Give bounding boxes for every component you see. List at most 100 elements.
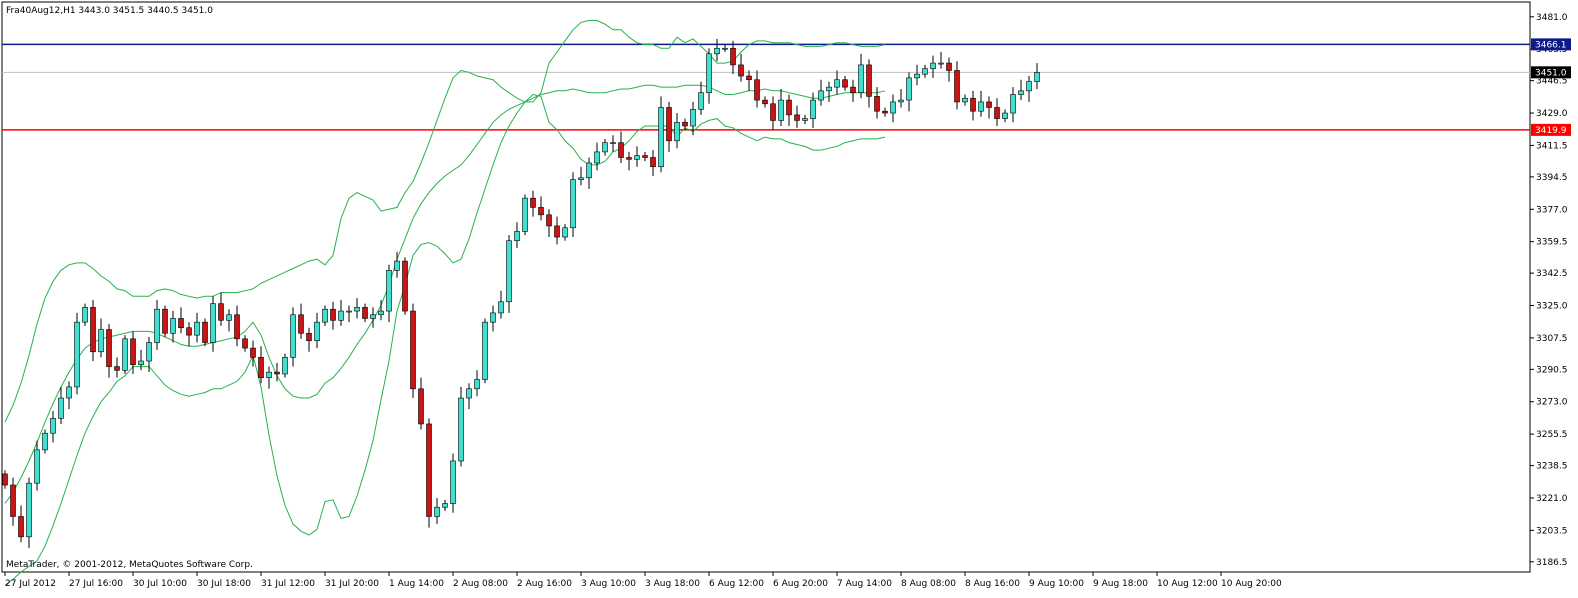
candle-body: [962, 97, 968, 103]
candle-body: [498, 301, 504, 314]
y-tick-label: 3359.5: [1536, 238, 1568, 248]
candle-body: [930, 62, 936, 69]
candle-body: [138, 360, 144, 366]
candle-body: [738, 64, 744, 77]
price-axis: 3481.03463.53446.53429.03411.53394.53377…: [1530, 13, 1568, 568]
candle-body: [218, 303, 224, 321]
horizontal-levels: [2, 43, 1530, 131]
candle-body: [506, 240, 512, 303]
level-tag-label: 3451.0: [1535, 68, 1567, 78]
candle-body: [834, 79, 840, 88]
bollinger-bands: [4, 20, 886, 586]
x-tick-label: 30 Jul 10:00: [133, 579, 187, 589]
y-tick-label: 3307.5: [1536, 334, 1568, 344]
candle-body: [34, 449, 40, 484]
candle-body: [266, 371, 272, 378]
candle-body: [90, 307, 96, 353]
candle-body: [938, 62, 944, 65]
candle-body: [258, 357, 264, 378]
candle-body: [338, 310, 344, 321]
x-tick-label: 9 Aug 10:00: [1029, 579, 1084, 589]
y-tick-label: 3325.0: [1536, 302, 1568, 312]
y-tick-label: 3481.0: [1536, 13, 1568, 23]
candle-body: [1002, 112, 1008, 119]
candle-body: [1010, 94, 1016, 114]
level-tag-label: 3419.9: [1535, 126, 1567, 136]
candle-body: [666, 107, 672, 142]
candle-body: [410, 310, 416, 390]
candle-body: [906, 77, 912, 101]
candle-body: [458, 397, 464, 462]
candle-body: [658, 107, 664, 168]
candle-body: [226, 314, 232, 321]
candle-body: [2, 473, 8, 486]
x-tick-label: 2 Aug 16:00: [517, 579, 572, 589]
candle-body: [490, 312, 496, 323]
candle-body: [562, 227, 568, 238]
candle-body: [10, 484, 16, 517]
candle-body: [170, 318, 176, 334]
candle-body: [730, 47, 736, 66]
candle-body: [642, 155, 648, 158]
y-tick-label: 3446.5: [1536, 77, 1568, 87]
y-tick-label: 3273.0: [1536, 398, 1568, 408]
candle-body: [1026, 81, 1032, 92]
candle-body: [394, 260, 400, 271]
candle-body: [714, 47, 720, 55]
candle-body: [386, 270, 392, 312]
candle-body: [882, 110, 888, 114]
candle-body: [698, 92, 704, 110]
candle-body: [146, 342, 152, 362]
candle-body: [466, 388, 472, 399]
candle-body: [314, 321, 320, 341]
candle-body: [922, 68, 928, 75]
candle-body: [762, 99, 768, 105]
candle-body: [122, 338, 128, 371]
candle-body: [26, 482, 32, 538]
y-tick-label: 3221.0: [1536, 494, 1568, 504]
candle-body: [946, 62, 952, 71]
x-tick-label: 3 Aug 18:00: [645, 579, 700, 589]
y-tick-label: 3290.5: [1536, 365, 1568, 375]
candle-body: [754, 79, 760, 101]
candle-body: [154, 308, 160, 343]
x-tick-label: 8 Aug 08:00: [901, 579, 956, 589]
candle-body: [538, 207, 544, 216]
candle-body: [522, 197, 528, 232]
candle-body: [42, 432, 48, 451]
x-tick-label: 30 Jul 18:00: [197, 579, 251, 589]
y-tick-label: 3411.5: [1536, 141, 1568, 151]
band-upper: [4, 20, 886, 423]
candle-body: [98, 329, 104, 353]
x-tick-label: 2 Aug 08:00: [453, 579, 508, 589]
candle-body: [50, 418, 56, 434]
candle-body: [786, 99, 792, 116]
candle-body: [954, 70, 960, 103]
candle-body: [530, 197, 536, 208]
candle-body: [842, 79, 848, 88]
candle-body: [898, 99, 904, 103]
candle-body: [978, 101, 984, 112]
x-tick-label: 6 Aug 12:00: [709, 579, 764, 589]
y-tick-label: 3342.5: [1536, 269, 1568, 279]
candle-body: [354, 307, 360, 312]
candle-body: [18, 516, 24, 538]
candle-body: [690, 109, 696, 127]
x-tick-label: 3 Aug 10:00: [581, 579, 636, 589]
candle-body: [850, 86, 856, 93]
candle-body: [306, 332, 312, 341]
candle-body: [418, 388, 424, 425]
candle-body: [626, 157, 632, 160]
candle-body: [322, 308, 328, 323]
candle-body: [986, 101, 992, 108]
candle-body: [674, 121, 680, 142]
candle-body: [602, 142, 608, 153]
candle-body: [234, 314, 240, 340]
candle-body: [106, 329, 112, 367]
candle-body: [818, 90, 824, 101]
candle-body: [298, 314, 304, 334]
candle-body: [290, 314, 296, 358]
candle-body: [706, 53, 712, 93]
